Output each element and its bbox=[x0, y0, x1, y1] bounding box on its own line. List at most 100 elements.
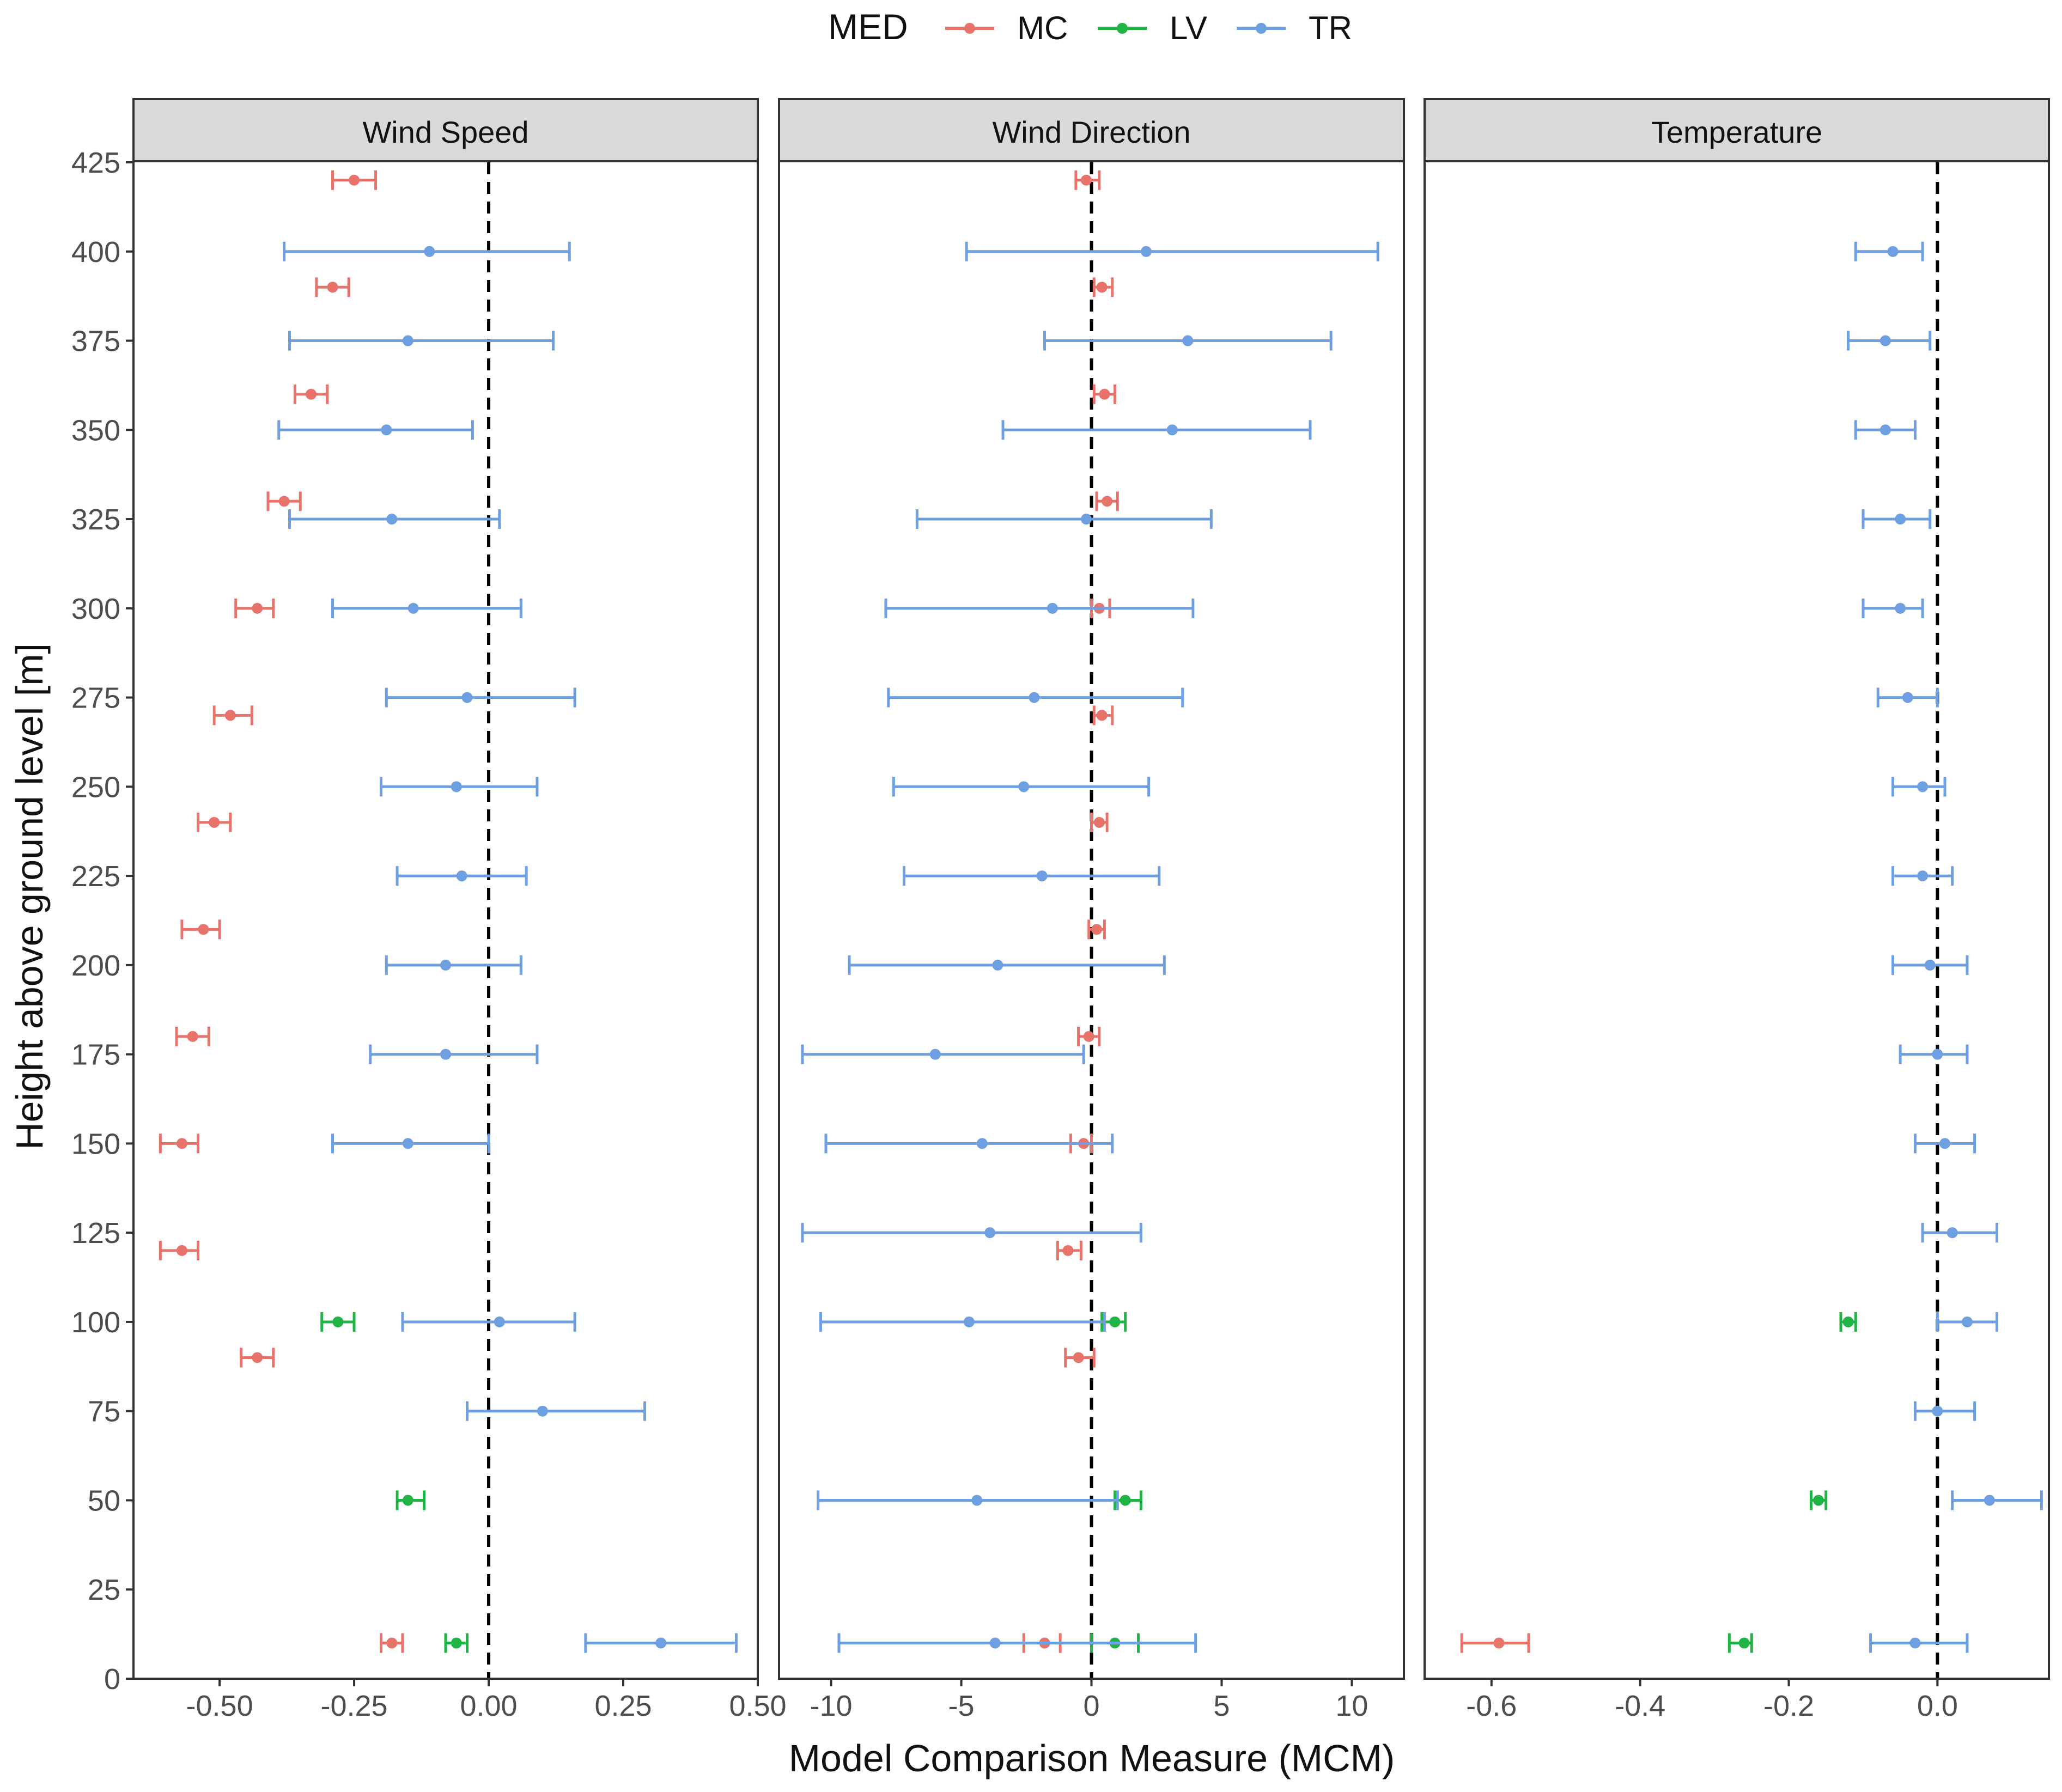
data-point-mc bbox=[1096, 282, 1108, 293]
data-point-tr bbox=[1879, 424, 1891, 436]
data-point-tr bbox=[381, 424, 392, 436]
error-bar-tr bbox=[1862, 598, 1924, 618]
data-point-mc bbox=[1096, 710, 1108, 721]
error-bar-mc bbox=[1077, 1026, 1101, 1046]
facet-strip bbox=[132, 98, 759, 162]
data-point-tr bbox=[1080, 514, 1092, 525]
data-point-mc bbox=[1062, 1245, 1074, 1256]
y-tick-label: 100 bbox=[71, 1306, 120, 1339]
y-tick-label: 200 bbox=[71, 949, 120, 982]
data-point-lv bbox=[451, 1637, 462, 1649]
error-bar-mc bbox=[1092, 705, 1114, 726]
data-point-lv bbox=[1109, 1316, 1121, 1327]
data-point-tr bbox=[992, 959, 1003, 971]
data-point-mc bbox=[386, 1637, 398, 1649]
y-tick-label: 125 bbox=[71, 1217, 120, 1249]
data-point-mc bbox=[176, 1245, 187, 1256]
data-point-tr bbox=[1909, 1637, 1921, 1649]
data-point-mc bbox=[209, 816, 220, 828]
error-bar-tr bbox=[1913, 1133, 1976, 1154]
data-point-mc bbox=[1073, 1352, 1084, 1363]
error-bar-mc bbox=[212, 705, 253, 726]
series-lv bbox=[1090, 1312, 1142, 1653]
x-tick-label: 0.00 bbox=[460, 1690, 517, 1722]
data-point-tr bbox=[1939, 1138, 1950, 1149]
data-point-tr bbox=[984, 1227, 996, 1239]
data-point-tr bbox=[402, 335, 413, 346]
facet-title: Temperature bbox=[1651, 115, 1822, 149]
y-tick-label: 150 bbox=[71, 1127, 120, 1160]
error-bar-mc bbox=[266, 491, 302, 511]
data-point-tr bbox=[1932, 1405, 1943, 1417]
error-bar-tr bbox=[915, 509, 1213, 529]
data-point-lv bbox=[402, 1495, 413, 1506]
data-point-mc bbox=[187, 1031, 198, 1042]
legend-title: MED bbox=[828, 7, 908, 47]
y-axis-label: Height above ground level [m] bbox=[8, 643, 51, 1150]
error-bar-tr bbox=[385, 687, 576, 708]
data-point-tr bbox=[1182, 335, 1194, 346]
legend-key-dot-mc bbox=[964, 23, 975, 34]
data-point-tr bbox=[1924, 959, 1936, 971]
y-tick-label: 25 bbox=[88, 1574, 120, 1606]
error-bar-mc bbox=[159, 1133, 200, 1154]
error-bar-tr bbox=[584, 1633, 738, 1653]
error-bar-tr bbox=[331, 598, 522, 618]
x-tick-label: -10 bbox=[810, 1690, 853, 1722]
data-point-tr bbox=[451, 781, 462, 793]
error-bar-tr bbox=[801, 1223, 1142, 1243]
error-bar-mc bbox=[1092, 384, 1117, 404]
error-bar-mc bbox=[175, 1026, 210, 1046]
error-bar-mc bbox=[1092, 277, 1114, 297]
error-bar-tr bbox=[379, 777, 539, 797]
data-point-mc bbox=[1083, 1031, 1094, 1042]
data-point-tr bbox=[1887, 246, 1899, 257]
error-bar-mc bbox=[180, 919, 221, 940]
series-tr bbox=[277, 241, 738, 1653]
data-point-tr bbox=[402, 1138, 413, 1149]
data-point-tr bbox=[989, 1637, 1001, 1649]
error-bar-lv bbox=[1839, 1312, 1857, 1332]
series-lv bbox=[1728, 1312, 1857, 1653]
error-bar-tr bbox=[1891, 955, 1969, 975]
data-point-tr bbox=[1036, 870, 1048, 882]
panel-frame bbox=[132, 160, 759, 1680]
data-point-tr bbox=[440, 1049, 451, 1060]
y-tick-label: 0 bbox=[104, 1663, 120, 1696]
data-point-tr bbox=[1140, 246, 1152, 257]
series-tr bbox=[801, 241, 1379, 1653]
error-bar-tr bbox=[466, 1401, 647, 1421]
data-point-tr bbox=[976, 1138, 988, 1149]
x-tick-label: 10 bbox=[1335, 1690, 1368, 1722]
y-tick-label: 300 bbox=[71, 593, 120, 625]
data-point-mc bbox=[252, 602, 263, 614]
series-lv bbox=[320, 1312, 469, 1653]
data-point-lv bbox=[1120, 1495, 1131, 1506]
error-bar-lv bbox=[396, 1490, 425, 1510]
x-tick-label: 0.50 bbox=[729, 1690, 786, 1722]
data-point-tr bbox=[461, 692, 473, 703]
error-bar-tr bbox=[1854, 241, 1924, 261]
data-point-mc bbox=[1093, 816, 1105, 828]
error-bar-tr bbox=[283, 241, 571, 261]
y-tick-label: 175 bbox=[71, 1039, 120, 1071]
error-bar-lv bbox=[320, 1312, 356, 1332]
series-mc bbox=[1022, 170, 1119, 1653]
data-point-tr bbox=[440, 959, 451, 971]
data-point-mc bbox=[176, 1138, 187, 1149]
x-tick-label: 0.25 bbox=[594, 1690, 652, 1722]
x-tick-label: -0.25 bbox=[321, 1690, 388, 1722]
error-bar-tr bbox=[1936, 1312, 1998, 1332]
error-bar-tr bbox=[1869, 1633, 1969, 1653]
legend-label-lv: LV bbox=[1170, 10, 1207, 46]
data-point-tr bbox=[1029, 692, 1040, 703]
data-point-tr bbox=[494, 1316, 505, 1327]
data-point-lv bbox=[1842, 1316, 1854, 1327]
data-point-tr bbox=[456, 870, 467, 882]
data-point-tr bbox=[1984, 1495, 1995, 1506]
y-tick-label: 350 bbox=[71, 414, 120, 447]
error-bar-mc bbox=[1074, 170, 1101, 190]
error-bar-tr bbox=[1043, 331, 1333, 351]
error-bar-tr bbox=[902, 866, 1161, 886]
